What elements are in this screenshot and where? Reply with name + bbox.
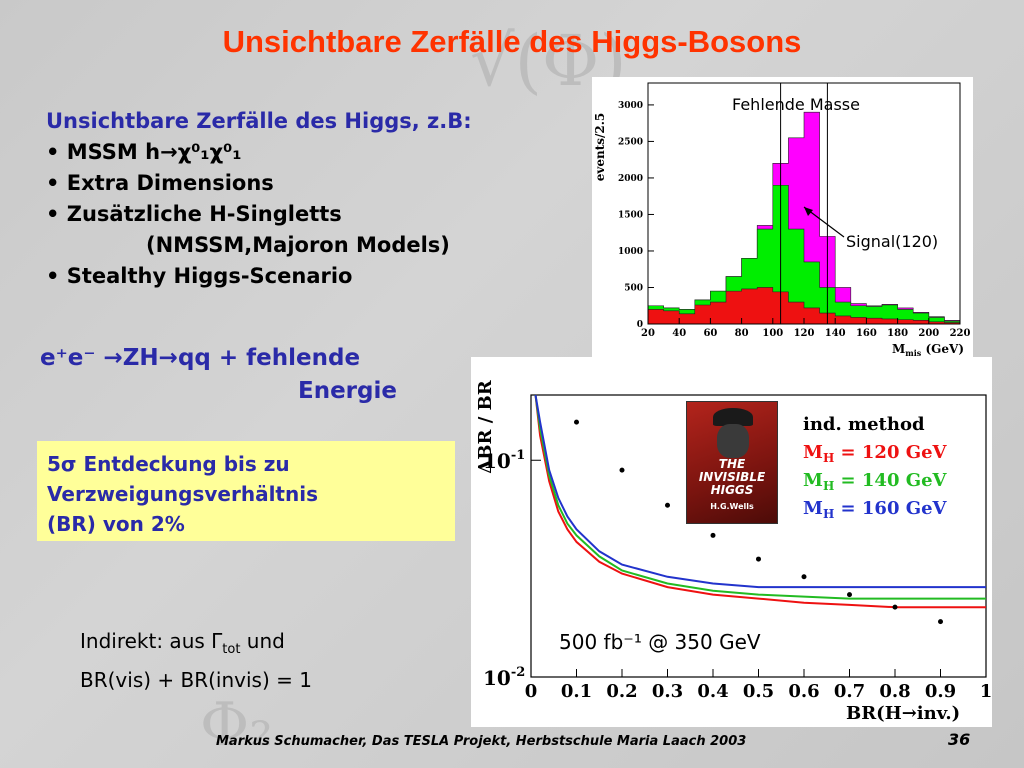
- book-author: H.G.Wells: [710, 502, 754, 511]
- book-title: THE INVISIBLE HIGGS: [698, 457, 766, 497]
- y-tick-label: 2000: [618, 174, 643, 184]
- x-tick-label: 0.3: [652, 681, 683, 702]
- annotation-signal: Signal(120): [846, 232, 938, 251]
- box-line: Verzweigungsverhältnis: [47, 482, 318, 506]
- x-tick-label: 80: [735, 328, 749, 339]
- intro-list: Unsichtbare Zerfälle des Higgs, z.B: • M…: [46, 106, 472, 292]
- process-line: Energie: [298, 378, 397, 404]
- bullet-item: • Zusätzliche H-Singletts: [46, 202, 342, 226]
- bullet-item: • MSSM h→χ⁰₁χ⁰₁: [46, 140, 242, 164]
- ind-method-point: [665, 502, 670, 508]
- y-tick-label: 10-1: [483, 448, 525, 473]
- x-tick-label: 220: [950, 328, 971, 339]
- legend-entry: MH = 140 GeV: [803, 470, 948, 493]
- box-line: 5σ Entdeckung bis zu: [47, 452, 290, 476]
- br-chart: 0 0.1 0.2 0.3 0.4 0.5 0.6 0.7 0.8 0.9 1 10-1 10-2 ΔBR…: [475, 379, 992, 724]
- bullet-item: • Stealthy Higgs-Scenario: [46, 264, 353, 288]
- ind-method-point: [756, 556, 761, 562]
- footer-text: Markus Schumacher, Das TESLA Projekt, He…: [216, 734, 747, 749]
- indirect-subscript: tot: [222, 642, 241, 657]
- x-tick-label: 0: [525, 681, 538, 702]
- histogram-series-red: [647, 287, 961, 325]
- page-number: 36: [948, 730, 971, 749]
- process-formula: e⁺e⁻ →ZH→qq + fehlende Energie: [40, 342, 397, 408]
- hat-shape: [713, 408, 753, 426]
- y-tick-label: 3000: [618, 101, 643, 111]
- y-tick-label: 10-2: [483, 665, 525, 690]
- x-tick-label: 0.2: [606, 681, 637, 702]
- y-tick-label: 1000: [618, 247, 643, 257]
- x-tick-label: 180: [887, 328, 908, 339]
- ind-method-point: [892, 604, 898, 610]
- x-tick-label: 0.6: [788, 681, 819, 702]
- box-line: (BR) von 2%: [47, 512, 185, 536]
- process-line: e⁺e⁻ →ZH→qq + fehlende: [40, 345, 361, 371]
- ind-method-point: [710, 532, 716, 538]
- x-tick-label: 40: [672, 328, 686, 339]
- br-series-line: [534, 394, 986, 589]
- y-axis-label: ΔBR / BR: [475, 379, 496, 473]
- y-tick-label: 0: [637, 320, 643, 330]
- x-tick-label: 20: [641, 328, 655, 339]
- br-series-line: [534, 394, 986, 609]
- x-tick-label: 100: [762, 328, 783, 339]
- legend-entry: ind. method: [803, 414, 925, 435]
- bullet-item-continuation: (NMSSM,Majoron Models): [146, 233, 450, 257]
- x-tick-label: 0.7: [834, 681, 865, 702]
- ind-method-point: [847, 592, 852, 598]
- br-series-line: [534, 394, 986, 600]
- luminosity-annotation: 500 fb⁻¹ @ 350 GeV: [559, 630, 761, 654]
- indirect-text-end: und: [240, 629, 285, 653]
- x-tick-label: 140: [825, 328, 846, 339]
- book-cover-image: THE INVISIBLE HIGGS H.G.Wells: [686, 401, 778, 524]
- x-tick-label: 0.1: [561, 681, 592, 702]
- ind-method-point: [619, 467, 625, 473]
- x-axis-label: BR(H→inv.): [846, 703, 960, 724]
- figure-shape: [717, 424, 749, 458]
- bullet-item: • Extra Dimensions: [46, 171, 274, 195]
- ind-method-point: [801, 574, 807, 580]
- background-formula-watermark: Φ₂: [200, 690, 274, 760]
- x-tick-label: 160: [856, 328, 877, 339]
- histogram-series-green: [647, 184, 961, 325]
- x-tick-label: 120: [794, 328, 815, 339]
- indirect-text: BR(vis) + BR(invis) = 1: [80, 668, 312, 692]
- y-tick-label: 1500: [618, 210, 643, 220]
- x-tick-label: 1: [980, 681, 992, 702]
- y-tick-label: 2500: [618, 137, 643, 147]
- indirect-note: Indirekt: aus Γtot und BR(vis) + BR(invi…: [80, 626, 312, 695]
- legend-entry: MH = 120 GeV: [803, 442, 948, 465]
- x-tick-label: 0.8: [879, 681, 910, 702]
- x-tick-label: 0.9: [925, 681, 956, 702]
- histogram-panel: 20 40 60 80 100 120 140 160 180 200 220 0 500 1000 150…: [592, 77, 973, 359]
- y-axis-label: events/2.5: [593, 113, 607, 182]
- x-tick-label: 0.4: [697, 681, 728, 702]
- slide-title: Unsichtbare Zerfälle des Higgs-Bosons: [222, 24, 802, 59]
- x-tick-label: 0.5: [743, 681, 774, 702]
- x-axis-label: Mmis (GeV): [892, 342, 964, 358]
- y-tick-label: 500: [624, 283, 643, 293]
- intro-heading: Unsichtbare Zerfälle des Higgs, z.B:: [46, 109, 472, 133]
- ind-method-point: [938, 619, 943, 625]
- indirect-text: Indirekt: aus Γ: [80, 629, 223, 653]
- ind-method-point: [574, 419, 579, 425]
- x-tick-label: 200: [918, 328, 939, 339]
- annotation-fehlende-masse: Fehlende Masse: [732, 95, 860, 114]
- x-tick-label: 60: [703, 328, 717, 339]
- signal-arrowhead: [804, 207, 813, 216]
- histogram-chart: 20 40 60 80 100 120 140 160 180 200 220 0 500 1000 150…: [593, 82, 971, 358]
- legend-entry: MH = 160 GeV: [803, 498, 948, 521]
- discovery-box: 5σ Entdeckung bis zu Verzweigungsverhält…: [37, 441, 455, 541]
